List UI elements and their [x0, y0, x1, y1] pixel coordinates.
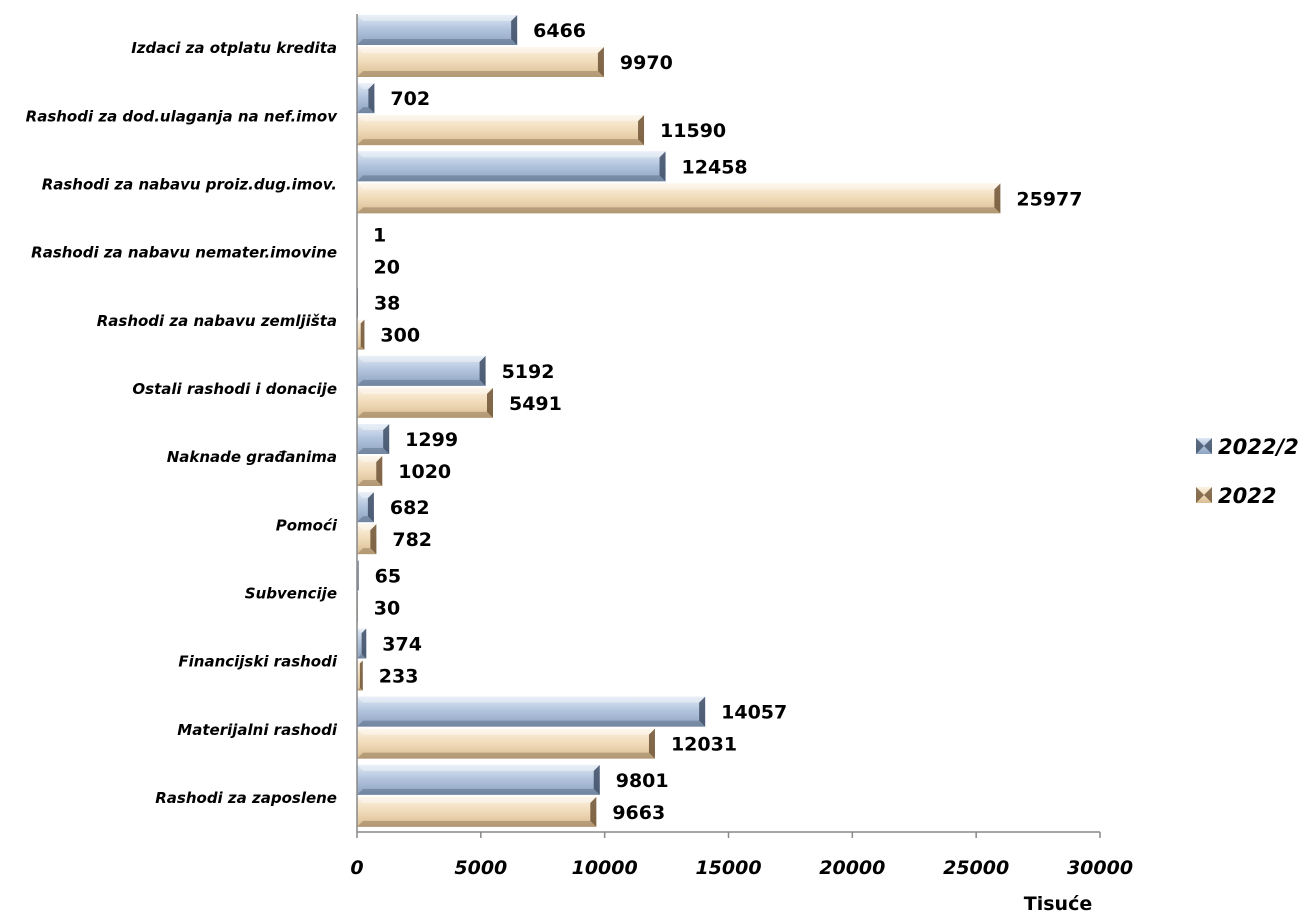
x-tick-label: 0 — [350, 857, 363, 879]
value-label: 9663 — [612, 802, 665, 824]
bar-2022 — [357, 456, 383, 486]
category-label: Financijski rashodi — [178, 653, 337, 671]
value-label: 782 — [392, 529, 432, 551]
bar-2022 — [357, 319, 365, 350]
value-label: 5192 — [502, 361, 555, 383]
category-label: Rashodi za zaposlene — [155, 789, 337, 807]
value-label: 6466 — [533, 20, 586, 42]
value-label: 1020 — [398, 461, 451, 483]
bar-2022 — [357, 47, 604, 77]
value-label: 233 — [379, 666, 419, 688]
bar-2022 — [357, 387, 493, 418]
legend-item-2022: 2022 — [1196, 484, 1276, 508]
bar-2022-2 — [357, 355, 486, 386]
value-label: 1 — [373, 225, 386, 247]
bar-2022 — [357, 524, 377, 555]
bar-2022-2 — [357, 15, 518, 45]
category-label: Subvencije — [245, 584, 337, 602]
category-label: Rashodi za nabavu zemljišta — [97, 312, 337, 330]
x-tick-label: 5000 — [454, 857, 507, 879]
bar-2022-2 — [357, 628, 367, 659]
bar-2022-2 — [357, 696, 706, 727]
bar-2022-2 — [357, 424, 390, 454]
bar-2022-2 — [357, 492, 374, 523]
category-label: Rashodi za dod.ulaganja na nef.imov — [26, 107, 339, 125]
bar-2022 — [357, 796, 597, 827]
value-label: 12458 — [682, 156, 748, 178]
value-label: 30 — [374, 597, 400, 619]
category-label: Pomoći — [276, 516, 338, 534]
legend-label-2022-2: 2022/2 — [1218, 435, 1299, 459]
value-label: 14057 — [721, 702, 787, 724]
legend: 2022/2 2022 — [1196, 435, 1299, 508]
axes-layer: 0 5000 10000 15000 20000 25000 30000 Tisuće — [350, 14, 1133, 915]
x-tick-label: 30000 — [1067, 857, 1133, 879]
value-label: 1299 — [405, 429, 458, 451]
bar-2022 — [357, 115, 645, 146]
category-label: Ostali rashodi i donacije — [132, 380, 337, 398]
value-label: 11590 — [660, 120, 726, 142]
value-label: 65 — [375, 565, 401, 587]
value-label: 9970 — [620, 52, 673, 74]
x-tick-label: 25000 — [943, 857, 1009, 879]
category-label: Materijalni rashodi — [177, 721, 338, 739]
x-tick-label: 10000 — [572, 857, 638, 879]
bar-2022-2 — [357, 83, 375, 114]
category-label: Naknade građanima — [167, 448, 337, 466]
value-label: 9801 — [616, 770, 669, 792]
legend-label-2022: 2022 — [1218, 484, 1276, 508]
value-label: 5491 — [509, 393, 562, 415]
value-label: 702 — [390, 88, 430, 110]
bars-layer — [357, 15, 1001, 827]
value-label: 682 — [390, 497, 430, 519]
value-label: 38 — [374, 293, 400, 315]
value-label: 25977 — [1016, 188, 1082, 210]
labels-layer: Izdaci za otplatu kredita 6466 9970 Rashodi… — [26, 20, 1083, 824]
value-label: 300 — [380, 325, 420, 347]
value-label: 12031 — [671, 734, 737, 756]
bar-2022 — [357, 728, 655, 759]
bar-2022-2 — [357, 764, 600, 795]
value-label: 20 — [373, 257, 399, 279]
category-label: Rashodi za nabavu proiz.dug.imov. — [42, 175, 337, 193]
bar-2022-2 — [357, 151, 666, 182]
x-tick-label: 20000 — [819, 857, 885, 879]
value-label: 374 — [382, 634, 422, 656]
legend-item-2022-2: 2022/2 — [1196, 435, 1299, 459]
x-tick-label: 15000 — [695, 857, 761, 879]
category-label: Izdaci za otplatu kredita — [131, 39, 337, 57]
x-axis-title: Tisuće — [1024, 893, 1092, 915]
bar-2022 — [357, 183, 1001, 214]
category-label: Rashodi za nabavu nemater.imovine — [31, 244, 337, 262]
bar-2022 — [357, 660, 363, 691]
